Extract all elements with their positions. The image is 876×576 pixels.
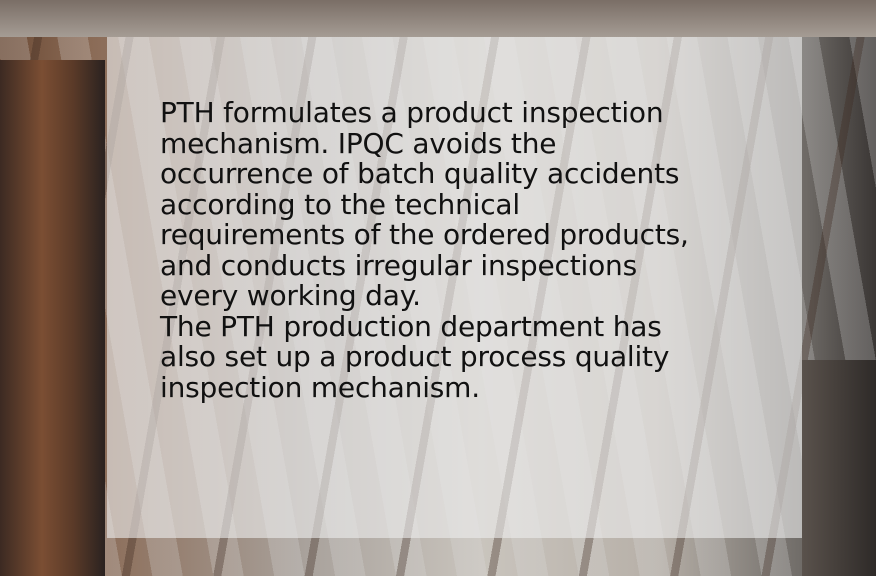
background-photo — [0, 0, 876, 37]
text-line: PTH formulates a product inspection — [160, 98, 689, 129]
text-line: requirements of the ordered products, — [160, 220, 689, 251]
text-line: The PTH production department has — [160, 312, 689, 343]
text-line: and conducts irregular inspections — [160, 251, 689, 282]
background-photo — [802, 360, 876, 576]
text-line: occurrence of batch quality accidents — [160, 159, 689, 190]
text-line: also set up a product process quality — [160, 342, 689, 373]
background-photo — [0, 60, 105, 576]
text-line: mechanism. IPQC avoids the — [160, 129, 689, 160]
banner: PTH formulates a product inspectionmecha… — [0, 0, 876, 576]
text-line: inspection mechanism. — [160, 373, 689, 404]
text-line: according to the technical — [160, 190, 689, 221]
text-line: every working day. — [160, 281, 689, 312]
page: PTH formulates a product inspectionmecha… — [0, 0, 876, 576]
